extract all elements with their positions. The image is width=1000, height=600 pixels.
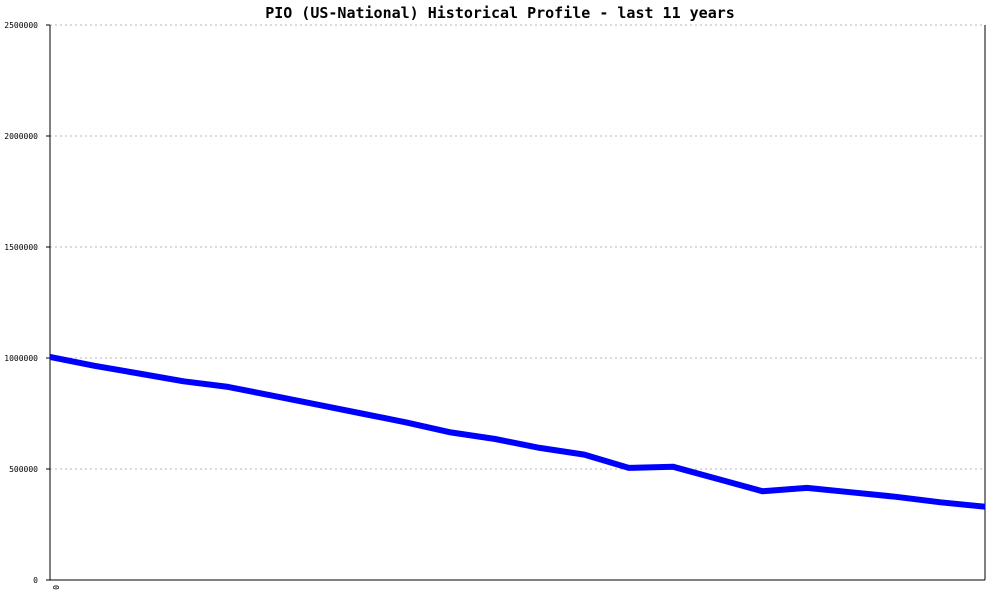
y-tick-label-2: 1000000 <box>4 354 38 363</box>
data-point-16 <box>761 490 763 492</box>
chart-title: PIO (US-National) Historical Profile - l… <box>265 4 735 22</box>
data-point-2 <box>138 373 140 374</box>
data-point-4 <box>227 386 229 388</box>
data-point-13 <box>628 467 630 469</box>
grid-layer <box>50 24 985 470</box>
y-tick-label-0: 0 <box>33 576 38 585</box>
data-point-3 <box>183 380 185 382</box>
data-point-0 <box>49 356 51 358</box>
data-point-8 <box>405 421 407 423</box>
data-point-5 <box>272 395 274 397</box>
axis-layer <box>46 24 986 581</box>
series-layer <box>49 353 986 510</box>
data-point-21 <box>984 506 986 508</box>
data-point-6 <box>316 404 318 406</box>
data-point-18 <box>850 491 852 493</box>
series-line <box>49 353 986 510</box>
data-point-15 <box>717 478 719 480</box>
data-point-12 <box>583 454 585 456</box>
data-point-9 <box>450 431 452 433</box>
data-point-14 <box>672 466 674 468</box>
x-tick-label-0: 0 <box>51 585 60 590</box>
data-point-10 <box>494 438 496 440</box>
y-tick-label-4: 2000000 <box>4 132 38 141</box>
data-point-7 <box>361 413 363 414</box>
data-point-1 <box>94 365 95 367</box>
data-point-20 <box>940 501 941 503</box>
data-point-11 <box>539 447 541 449</box>
data-point-19 <box>895 496 897 498</box>
y-tick-label-3: 1500000 <box>4 243 38 252</box>
y-tick-label-5: 2500000 <box>4 21 38 30</box>
data-point-17 <box>806 487 808 489</box>
tick-layer: 0 500000 1000000 1500000 2000000 2500000 0 <box>4 21 60 590</box>
y-tick-label-1: 500000 <box>9 465 38 474</box>
